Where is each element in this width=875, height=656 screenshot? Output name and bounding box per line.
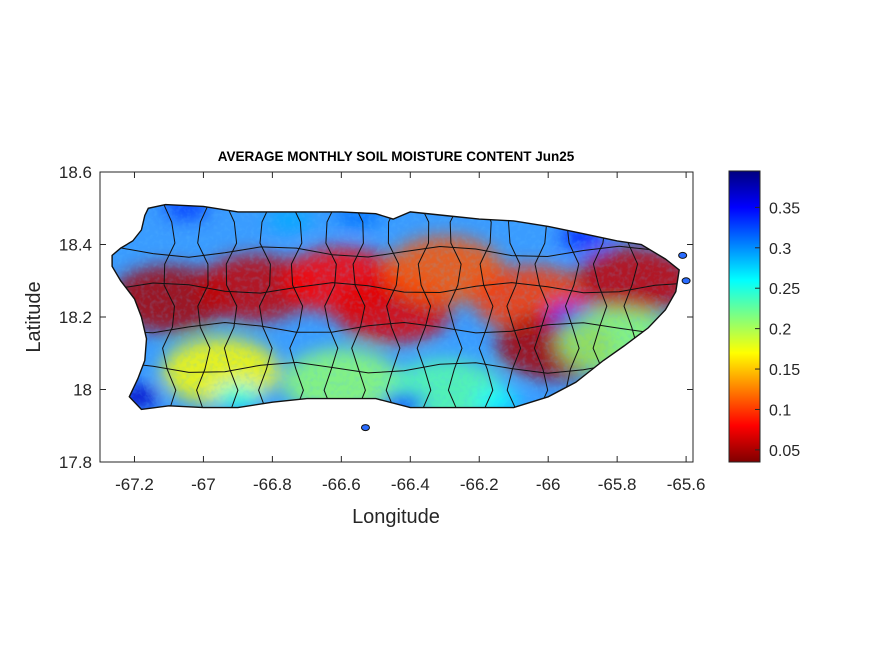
- municipality-boundary: [289, 204, 304, 410]
- colorbar-tick-label: 0.05: [769, 443, 800, 460]
- x-tick-label: -66.4: [391, 475, 430, 494]
- small-island: [678, 251, 688, 259]
- colorbar-tick-label: 0.15: [769, 362, 800, 379]
- municipality-boundary: [117, 282, 680, 294]
- y-tick-label: 18: [73, 381, 92, 400]
- municipality-boundary: [117, 245, 680, 258]
- municipality-boundary: [161, 204, 177, 410]
- municipality-boundary: [351, 204, 366, 410]
- municipality-boundary: [385, 204, 401, 410]
- municipality-boundary: [323, 204, 339, 410]
- colorbar: [728, 170, 761, 463]
- colorbar-tick-label: 0.1: [769, 402, 791, 419]
- y-axis-label: Latitude: [23, 281, 45, 352]
- island-outline: [111, 203, 680, 411]
- small-islands: [360, 251, 691, 432]
- y-axis: 18.6 18.4 18.2 18 17.8: [59, 163, 693, 472]
- municipality-boundary: [447, 204, 463, 410]
- colorbar-tick-label: 0.2: [769, 322, 791, 339]
- x-axis: -67.2 -67 -66.8 -66.6 -66.4 -66.2 -66 -65.8 -65.…: [115, 172, 705, 494]
- colorbar-tick-label: 0.25: [769, 281, 800, 298]
- y-tick-label: 18.4: [59, 236, 92, 255]
- x-axis-label: Longitude: [352, 506, 440, 528]
- colorbar-tick-label: 0.3: [769, 241, 791, 258]
- municipality-boundary: [258, 204, 273, 410]
- x-tick-label: -66: [536, 475, 561, 494]
- colorbar-ticks: 0.35 0.3 0.25 0.2 0.15 0.1 0.05: [755, 200, 800, 460]
- y-tick-label: 18.2: [59, 308, 92, 327]
- municipality-boundary: [506, 204, 522, 410]
- x-tick-label: -67.2: [115, 475, 154, 494]
- y-tick-label: 17.8: [59, 453, 92, 472]
- municipality-boundary: [117, 321, 680, 334]
- small-island: [360, 424, 370, 432]
- y-tick-label: 18.6: [59, 163, 92, 182]
- moisture-heatmap: [112, 204, 680, 410]
- x-tick-label: -66.2: [460, 475, 499, 494]
- x-tick-label: -66.8: [253, 475, 292, 494]
- municipality-boundary: [478, 204, 494, 410]
- municipality-boundary: [533, 204, 549, 410]
- x-tick-label: -67: [191, 475, 216, 494]
- x-tick-label: -65.6: [667, 475, 706, 494]
- chart-title: AVERAGE MONTHLY SOIL MOISTURE CONTENT Ju…: [218, 149, 575, 164]
- colorbar-tick-label: 0.35: [769, 200, 800, 217]
- x-tick-label: -65.8: [598, 475, 637, 494]
- municipality-boundary: [564, 204, 580, 410]
- x-tick-label: -66.6: [322, 475, 361, 494]
- municipality-boundary: [196, 204, 211, 410]
- municipality-boundary: [223, 204, 239, 410]
- municipality-boundary: [416, 204, 432, 410]
- small-island: [681, 277, 691, 285]
